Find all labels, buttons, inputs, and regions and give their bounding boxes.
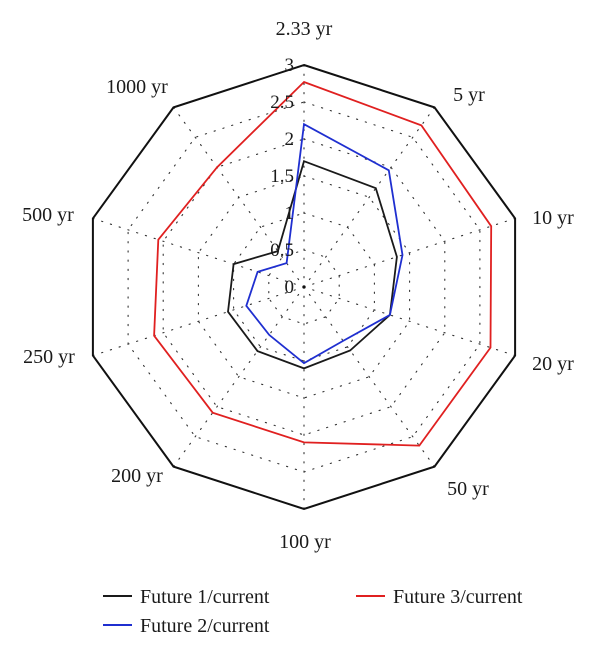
- legend-label-1: Future 1/current: [140, 586, 270, 608]
- grid-spoke-8: [92, 217, 305, 288]
- legend: Future 1/current Future 2/current Future 3…: [103, 586, 523, 637]
- series-line-1: [227, 160, 398, 370]
- tick-label-2: 1: [285, 203, 295, 224]
- grid-spoke-3: [303, 286, 516, 357]
- grid-spoke-2: [303, 217, 516, 288]
- tick-label-5: 2.5: [270, 92, 294, 113]
- category-label-7: 250 yr: [23, 346, 75, 368]
- tick-label-6: 3: [285, 55, 295, 76]
- tick-label-1: 0.5: [270, 240, 294, 261]
- tick-labels: 0 0.5 1 1.5 2 2.5 3: [270, 55, 294, 298]
- category-label-6: 200 yr: [111, 465, 163, 487]
- grid-ring-3: [197, 175, 411, 399]
- category-label-9: 1000 yr: [106, 76, 168, 98]
- legend-label-2: Future 2/current: [140, 615, 270, 637]
- category-label-0: 2.33 yr: [276, 18, 333, 40]
- tick-label-0: 0: [285, 277, 295, 298]
- grid-layer: [92, 64, 516, 510]
- tick-label-3: 1.5: [270, 166, 294, 187]
- legend-label-3: Future 3/current: [393, 586, 523, 608]
- series-line-3: [153, 80, 493, 447]
- grid-ring-1: [268, 249, 340, 325]
- center-point: [302, 285, 306, 289]
- category-label-5: 100 yr: [279, 531, 331, 553]
- grid-spoke-1: [303, 106, 436, 288]
- category-label-8: 500 yr: [22, 204, 74, 226]
- outer-ring: [91, 63, 517, 511]
- grid-spoke-6: [172, 286, 305, 468]
- tick-label-4: 2: [285, 129, 295, 150]
- category-label-2: 10 yr: [532, 207, 574, 229]
- series-line-2: [245, 122, 404, 365]
- category-label-1: 5 yr: [453, 84, 485, 106]
- category-label-4: 50 yr: [447, 478, 489, 500]
- outer-frame: [91, 63, 517, 511]
- category-label-3: 20 yr: [532, 353, 574, 375]
- series-layer: [153, 80, 493, 447]
- grid-spoke-9: [172, 106, 305, 288]
- grid-spoke-7: [92, 286, 305, 357]
- grid-spoke-4: [303, 286, 436, 468]
